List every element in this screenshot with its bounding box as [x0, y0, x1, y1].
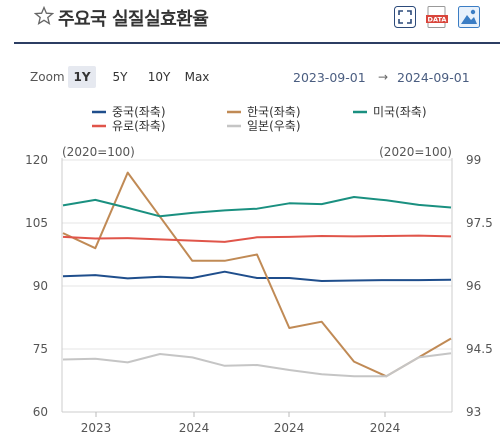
- fullscreen-icon[interactable]: [394, 6, 416, 28]
- left-tick-label: 75: [33, 342, 48, 356]
- right-tick-label: 99: [466, 153, 481, 167]
- zoom-5y-button[interactable]: 5Y: [112, 70, 128, 84]
- axes: 120 105 90 75 60 99 97.5 96 94.5 93 (2020=100) (202…: [25, 145, 493, 435]
- header-divider: [14, 42, 500, 44]
- right-axis-unit: (2020=100): [379, 145, 452, 159]
- zoom-label: Zoom: [30, 70, 65, 84]
- zoom-max-button[interactable]: Max: [184, 70, 210, 84]
- series-line-3: [62, 196, 452, 218]
- x-tick-label: 2023: [81, 421, 112, 435]
- legend-item[interactable]: 미국(좌축): [353, 105, 427, 119]
- x-tick-label: 2024: [179, 421, 210, 435]
- series-line-5: [62, 352, 452, 378]
- legend-item[interactable]: 유로(좌축): [92, 119, 166, 133]
- legend-label: 유로(좌축): [112, 119, 166, 133]
- zoom-1y-button[interactable]: 1Y: [68, 66, 96, 88]
- left-tick-label: 120: [25, 153, 48, 167]
- x-tick-label: 2024: [370, 421, 401, 435]
- right-tick-label: 94.5: [466, 342, 493, 356]
- data-label: DATA: [428, 16, 447, 24]
- page-title: 주요국 실질실효환율: [58, 9, 209, 30]
- right-tick-label: 96: [466, 279, 481, 293]
- legend-item[interactable]: 중국(좌축): [92, 105, 166, 119]
- legend-label: 미국(좌축): [373, 105, 427, 119]
- left-axis-unit: (2020=100): [62, 145, 135, 159]
- star-outline-icon[interactable]: [34, 6, 54, 26]
- image-download-icon[interactable]: [458, 6, 480, 28]
- range-to[interactable]: 2024-09-01: [397, 70, 470, 85]
- zoom-10y-button[interactable]: 10Y: [147, 70, 171, 84]
- series-lines: [62, 171, 452, 378]
- legend-label: 중국(좌축): [112, 105, 166, 119]
- range-arrow: →: [378, 70, 389, 84]
- series-line-1: [62, 270, 452, 282]
- legend: 중국(좌축) 한국(좌축) 미국(좌축) 유로(좌축) 일본(우축): [92, 105, 427, 133]
- legend-item[interactable]: 일본(우축): [227, 119, 301, 133]
- right-tick-label: 93: [466, 405, 481, 419]
- legend-label: 일본(우축): [247, 119, 301, 133]
- left-tick-label: 105: [25, 216, 48, 230]
- legend-item[interactable]: 한국(좌축): [227, 105, 301, 119]
- series-line-4: [62, 234, 452, 243]
- x-tick-label: 2024: [274, 421, 305, 435]
- left-tick-label: 90: [33, 279, 48, 293]
- data-download-icon[interactable]: DATA: [426, 6, 448, 28]
- left-tick-label: 60: [33, 405, 48, 419]
- legend-label: 한국(좌축): [247, 105, 301, 119]
- right-tick-label: 97.5: [466, 216, 493, 230]
- series-line-2: [62, 171, 452, 378]
- chart-header: 주요국 실질실효환율 DATA: [0, 0, 500, 40]
- grid: [62, 159, 452, 413]
- range-from[interactable]: 2023-09-01: [293, 70, 366, 85]
